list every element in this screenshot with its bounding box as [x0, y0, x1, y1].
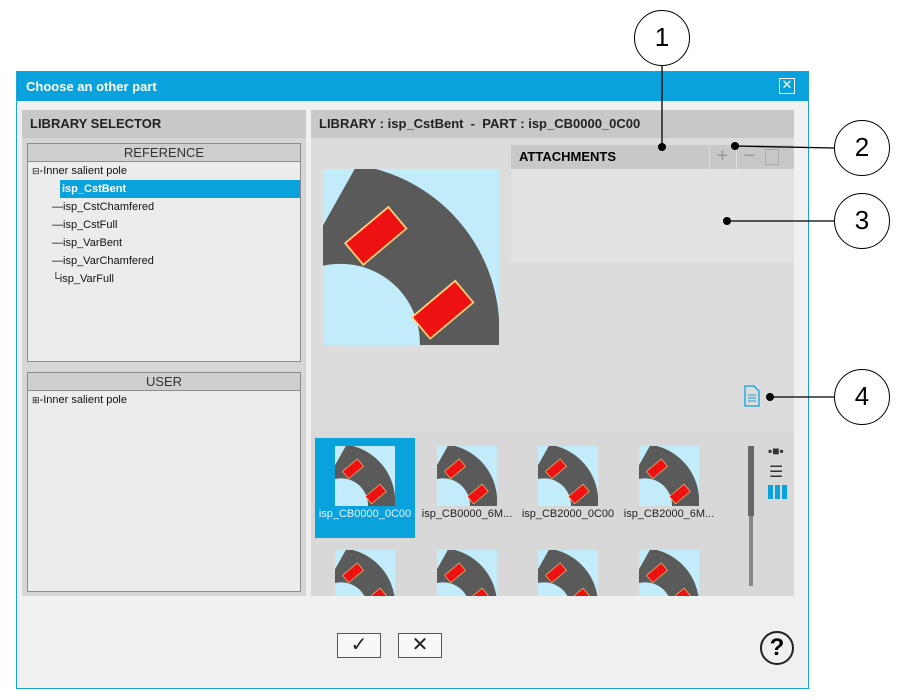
- choose-part-dialog: Choose an other part ✕ LIBRARY SELECTOR …: [16, 71, 809, 689]
- tree-item[interactable]: —isp_CstFull: [52, 219, 118, 231]
- filmstrip-view-icon[interactable]: ▪■▪: [768, 444, 784, 458]
- cancel-button[interactable]: ✕: [398, 633, 442, 658]
- user-box: USER ⊞-Inner salient pole: [27, 372, 301, 592]
- trash-icon[interactable]: [765, 149, 779, 165]
- close-icon[interactable]: ✕: [779, 78, 795, 94]
- tree-item[interactable]: —isp_CstChamfered: [52, 201, 155, 213]
- thumbnail-grid: isp_CB0000_0C00 isp_CB0000_6M... isp_CB2…: [311, 432, 794, 596]
- attachments-panel: ATTACHMENTS + −: [511, 145, 794, 262]
- ok-button[interactable]: ✓: [337, 633, 381, 658]
- callout-1: 1: [634, 10, 690, 66]
- tree-root-user[interactable]: ⊞-Inner salient pole: [32, 394, 127, 406]
- reference-header: REFERENCE: [28, 144, 300, 162]
- reference-box: REFERENCE ⊟-Inner salient pole isp_CstBe…: [27, 143, 301, 362]
- tree-root-reference[interactable]: ⊟-Inner salient pole: [32, 165, 127, 177]
- scrollbar[interactable]: [748, 446, 754, 586]
- remove-attachment-button[interactable]: −: [736, 145, 762, 169]
- help-button[interactable]: ?: [760, 631, 794, 665]
- tree-item[interactable]: isp_CstBent: [60, 180, 300, 198]
- thumbnail-item[interactable]: isp_CB2000_0C00: [518, 438, 618, 520]
- list-view-icon[interactable]: ☰: [769, 464, 784, 481]
- library-selector-title: LIBRARY SELECTOR: [22, 110, 306, 138]
- callout-3: 3: [834, 193, 890, 249]
- add-attachment-button[interactable]: +: [709, 145, 735, 169]
- library-selector-panel: LIBRARY SELECTOR REFERENCE ⊟-Inner salie…: [22, 110, 306, 596]
- document-icon[interactable]: [743, 385, 761, 407]
- grid-view-icon[interactable]: [768, 485, 788, 499]
- expand-icon[interactable]: ⊞: [32, 395, 40, 405]
- collapse-icon[interactable]: ⊟: [32, 166, 40, 176]
- thumbnail-item[interactable]: isp_CB2000_6M...: [619, 438, 719, 520]
- callout-4: 4: [834, 369, 890, 425]
- tree-item[interactable]: —isp_VarBent: [52, 237, 123, 249]
- preview-header: LIBRARY : isp_CstBent - PART : isp_CB000…: [311, 110, 794, 138]
- callout-2: 2: [834, 120, 890, 176]
- thumbnail-item[interactable]: isp_CB0000_6M...: [417, 438, 517, 520]
- thumbnail-item[interactable]: isp_CB0000_0C00: [315, 438, 415, 538]
- attachments-title: ATTACHMENTS: [519, 149, 617, 164]
- tree-item[interactable]: —isp_VarChamfered: [52, 255, 154, 267]
- dialog-title: Choose an other part: [17, 72, 808, 101]
- user-header: USER: [28, 373, 300, 391]
- preview-panel: LIBRARY : isp_CstBent - PART : isp_CB000…: [311, 110, 794, 596]
- tree-item[interactable]: └isp_VarFull: [52, 273, 115, 285]
